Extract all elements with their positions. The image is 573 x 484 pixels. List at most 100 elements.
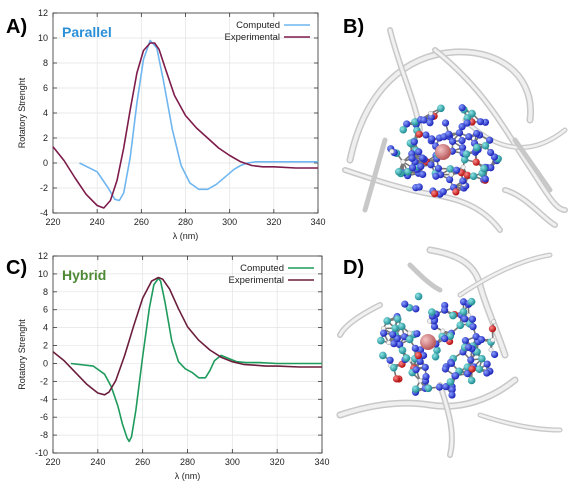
carbon-atom [379,351,387,360]
nitrogen-atom [459,177,467,185]
nitrogen-atom [483,369,491,377]
hydrogen-atom [386,340,392,346]
y-tick-label: 4 [43,323,48,333]
y-tick-label: 2 [43,133,48,143]
nitrogen-atom [448,137,457,146]
hydrogen-atom [440,328,446,334]
nitrogen-atom [442,383,450,391]
carbon-atom [446,165,455,173]
nitrogen-atom [390,340,398,348]
nitrogen-atom [439,188,447,196]
legend-label-experimental: Experimental [229,275,284,286]
nitrogen-atom [448,386,456,394]
oxygen-atom [414,351,422,360]
nitrogen-atom [411,344,419,352]
legend-label-experimental: Experimental [225,32,280,43]
nitrogen-atom [486,136,494,144]
nitrogen-atom [467,356,475,364]
carbon-atom [446,378,455,386]
nitrogen-atom [435,383,444,391]
nitrogen-atom [420,116,428,124]
hydrogen-atom [428,110,434,116]
carbon-atom [411,385,420,393]
nitrogen-atom [452,372,460,380]
nucleobase-atoms [387,104,502,198]
nitrogen-atom [487,164,495,172]
oxygen-atom [392,375,401,383]
y-tick-label: 10 [38,269,48,279]
nitrogen-atom [441,335,449,343]
series-line-computed [70,277,322,443]
carbon-atom [399,125,408,134]
nitrogen-atom [452,166,461,174]
nitrogen-atom [476,118,485,126]
y-tick-label: 2 [43,341,48,351]
chart-title: Parallel [62,24,112,40]
hydrogen-atom [400,159,406,165]
nitrogen-atom [465,133,473,141]
nitrogen-atom [422,131,430,139]
nitrogen-atom [410,138,418,146]
y-tick-labels: -10 -8 -6 -4 -2 0 2 4 6 8 10 12 [35,251,48,458]
nitrogen-atom [440,306,449,314]
carbon-atom [449,311,457,320]
oxygen-atom [463,171,471,179]
carbon-atom [467,376,476,385]
y-axis-label: Rotatory Strenght [17,77,27,148]
nitrogen-atom [463,119,471,127]
nitrogen-atom [412,366,420,374]
hydrogen-atom [389,148,395,154]
carbon-atom [469,172,478,180]
nitrogen-atom [487,148,495,157]
legend-label-computed: Computed [240,263,284,274]
carbon-atom [393,315,402,323]
carbon-atom [481,141,490,150]
carbon-atom [468,109,476,118]
backbone-ribbons [342,27,568,233]
carbon-atom [456,321,465,330]
oxygen-atom [415,130,423,138]
nitrogen-atom [408,164,417,172]
nitrogen-atom [458,104,466,112]
nitrogen-atom [468,315,477,323]
nitrogen-atom [422,373,430,381]
hydrogen-atom [490,337,496,343]
panel-label-d: D) [343,257,364,279]
nitrogen-atom [455,129,464,137]
carbon-atom [394,167,403,176]
nitrogen-atom [415,148,423,156]
chart-hybrid: 220 240 260 280 300 320 340 -10 -8 -6 -4 -2 0 2 4 6 8 10… [17,251,330,481]
chart-parallel: 220 240 260 280 300 320 340 -4 -2 0 2 4 6 8 10 12 Para… [17,8,326,241]
carbon-atom [389,363,398,372]
nitrogen-atom [386,356,394,364]
nitrogen-atom [396,340,404,349]
x-tick-label: 340 [314,457,329,467]
nitrogen-atom [408,154,416,162]
hydrogen-atom [448,172,454,177]
y-tick-label: 6 [43,83,48,93]
panel-label-b: B) [343,16,364,38]
carbon-atom [411,118,419,126]
carbon-atom [383,317,391,325]
nitrogen-atom [413,330,421,338]
nitrogen-atom [448,391,456,399]
chart-grid [52,12,319,214]
nitrogen-atom [483,360,491,368]
series-line-experimental [52,42,318,209]
carbon-atom [377,336,385,345]
oxygen-atom [452,188,460,196]
y-tick-label: -10 [35,448,48,458]
panel-label-c: C) [6,257,27,279]
carbon-atom [402,354,411,362]
carbon-atom [480,164,488,173]
nitrogen-atom [389,330,397,339]
carbon-atom [462,150,471,158]
nitrogen-atom [445,130,453,138]
molecular-structure-parallel [342,27,568,233]
oxygen-atom [468,365,476,373]
nitrogen-atom [401,300,409,308]
chart-title: Hybrid [62,267,106,283]
y-tick-label: -4 [40,208,48,218]
nitrogen-atom [463,370,472,378]
axis-ticks [52,12,319,214]
